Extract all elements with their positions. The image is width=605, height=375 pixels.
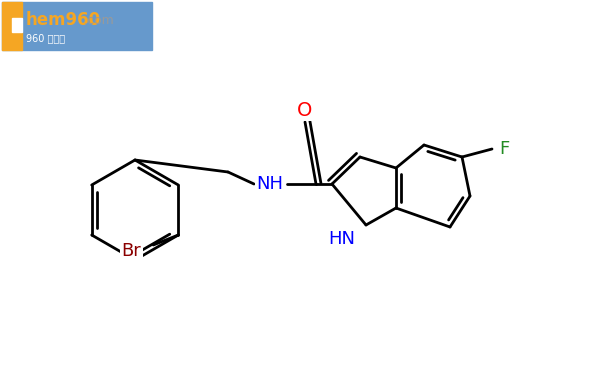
Text: F: F <box>499 140 509 158</box>
Polygon shape <box>2 2 22 50</box>
Bar <box>2 2 152 50</box>
Text: Br: Br <box>122 242 141 260</box>
Text: .com: .com <box>84 13 115 27</box>
Text: hem960: hem960 <box>26 11 101 29</box>
Text: 960 化工网: 960 化工网 <box>26 33 65 43</box>
Text: O: O <box>297 100 313 120</box>
Text: NH: NH <box>257 175 284 193</box>
Bar <box>12 18 22 32</box>
Text: HN: HN <box>329 230 356 248</box>
